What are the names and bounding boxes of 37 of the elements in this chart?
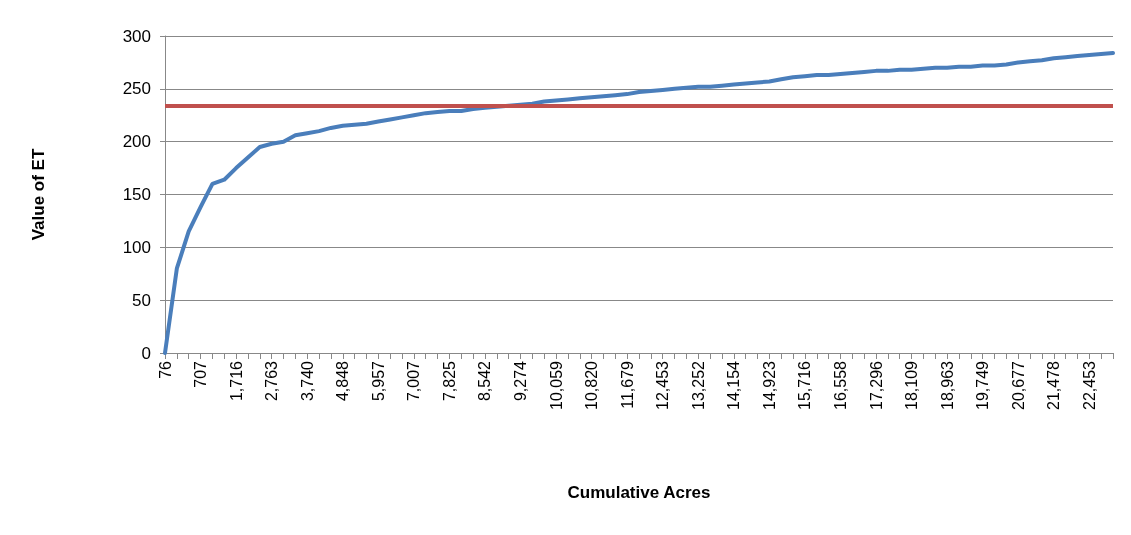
y-tick-label: 200 — [122, 132, 151, 152]
x-tick-label: 18,109 — [903, 360, 921, 410]
x-tick-label: 8,542 — [476, 360, 494, 402]
x-tick-label: 3,740 — [298, 360, 316, 402]
x-tick-label: 15,716 — [796, 360, 814, 410]
x-tick-label: 707 — [192, 360, 210, 388]
x-tick-label: 17,296 — [867, 360, 885, 410]
x-tick-label: 1,716 — [227, 360, 245, 402]
x-axis-title: Cumulative Acres — [567, 483, 711, 502]
x-tick-label: 2,763 — [263, 360, 281, 402]
x-tick-label: 10,059 — [547, 360, 565, 410]
x-tick-label: 16,558 — [831, 360, 849, 410]
x-tick-label: 19,749 — [974, 360, 992, 410]
x-tick-label: 5,957 — [369, 360, 387, 402]
x-tick-label: 12,453 — [654, 360, 672, 410]
x-tick-label: 4,848 — [334, 360, 352, 402]
y-tick-label: 250 — [122, 79, 151, 99]
y-tick-label: 100 — [122, 237, 151, 257]
x-tick-label: 11,679 — [618, 360, 636, 409]
x-tick-label: 13,252 — [689, 360, 707, 410]
y-tick-label: 0 — [141, 343, 151, 363]
x-tick-label: 76 — [156, 360, 174, 379]
y-axis-title: Value of ET — [29, 148, 48, 241]
x-tick-label: 21,478 — [1045, 360, 1063, 410]
y-tick-label: 150 — [122, 185, 151, 204]
x-tick-label: 7,007 — [405, 360, 423, 402]
x-tick-label: 18,963 — [938, 360, 956, 410]
x-tick-label: 20,677 — [1009, 360, 1027, 410]
y-tick-label: 300 — [122, 26, 151, 46]
line-series — [163, 50, 1115, 355]
y-tick-label: 50 — [132, 290, 151, 310]
x-tick-label: 9,274 — [512, 360, 529, 402]
x-tick-label: 10,820 — [583, 360, 601, 410]
x-tick-label: 7,825 — [440, 360, 458, 402]
x-tick-label: 14,154 — [725, 360, 743, 410]
x-tick-label: 22,453 — [1080, 360, 1098, 410]
x-tick-label: 14,923 — [760, 360, 778, 410]
